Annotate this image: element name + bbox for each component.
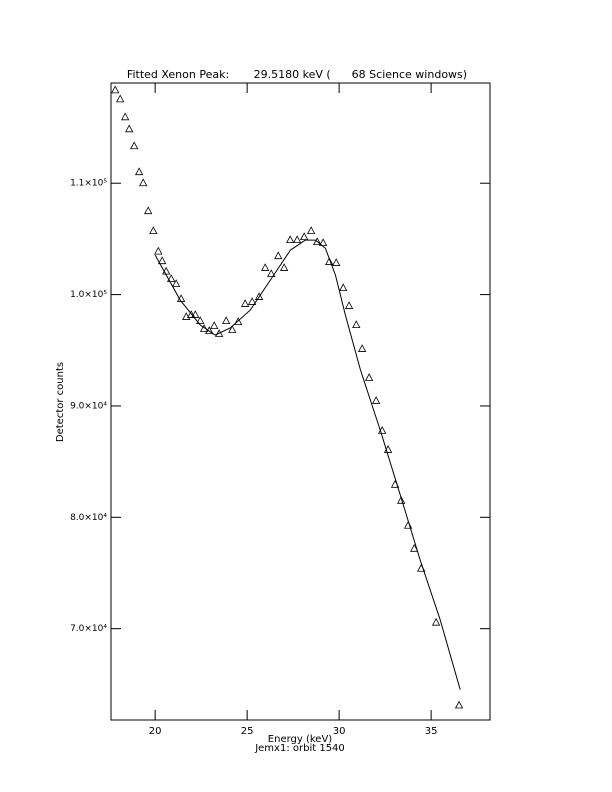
data-point (286, 235, 295, 244)
data-point (357, 344, 367, 352)
data-point (261, 263, 270, 271)
data-point (125, 124, 134, 133)
data-point (222, 316, 231, 324)
data-point (120, 112, 130, 121)
data-point (339, 283, 348, 292)
data-point (293, 235, 302, 244)
data-point (454, 700, 464, 709)
data-point (279, 263, 289, 271)
data-point (396, 495, 406, 504)
data-point (344, 301, 354, 309)
y-tick-label: 9.0×10⁴ (70, 401, 107, 411)
subtitle: Jemx1: orbit 1540 (254, 743, 345, 754)
y-axis-label: Detector counts (55, 362, 66, 442)
data-point (154, 246, 163, 255)
data-point (267, 269, 276, 277)
data-point (116, 94, 125, 103)
data-point (130, 141, 139, 150)
data-point (313, 237, 322, 246)
data-point (307, 226, 316, 235)
data-point (254, 292, 264, 300)
data-point (300, 232, 309, 241)
data-point (332, 258, 341, 266)
y-tick-label: 8.0×10⁴ (70, 513, 107, 523)
x-tick-label: 35 (425, 726, 438, 737)
data-point (410, 543, 419, 552)
data-point (171, 279, 181, 288)
data-point (318, 238, 328, 247)
data-point (247, 297, 257, 305)
data-point (111, 85, 120, 94)
data-point (431, 617, 441, 626)
data-point (325, 257, 334, 265)
data-point (274, 251, 283, 260)
fit-line (154, 239, 461, 690)
data-point (134, 167, 144, 176)
x-tick-label: 30 (333, 726, 346, 737)
data-point (191, 310, 200, 318)
plot-frame (110, 82, 491, 721)
y-tick-label: 1.1×10⁵ (70, 179, 107, 189)
data-point (166, 274, 176, 283)
data-point (371, 396, 381, 404)
x-tick-label: 20 (149, 726, 162, 737)
data-point (352, 320, 361, 329)
data-point (149, 226, 158, 235)
data-point (196, 316, 205, 324)
data-point (240, 299, 250, 307)
y-tick-label: 1.0×10⁵ (70, 290, 107, 300)
y-tick-label: 7.0×10⁴ (70, 624, 107, 634)
data-point (139, 178, 148, 187)
chart-title: Fitted Xenon Peak: 29.5180 keV ( 68 Scie… (127, 68, 467, 81)
data-point (233, 317, 243, 325)
x-tick-label: 25 (241, 726, 254, 737)
data-point (228, 325, 237, 333)
x-axis-label: Energy (keV) (268, 734, 333, 745)
data-point (210, 321, 219, 330)
data-point (157, 256, 167, 265)
data-point (187, 310, 196, 318)
data-point (364, 373, 374, 381)
data-point (215, 329, 224, 337)
data-point (143, 206, 153, 215)
